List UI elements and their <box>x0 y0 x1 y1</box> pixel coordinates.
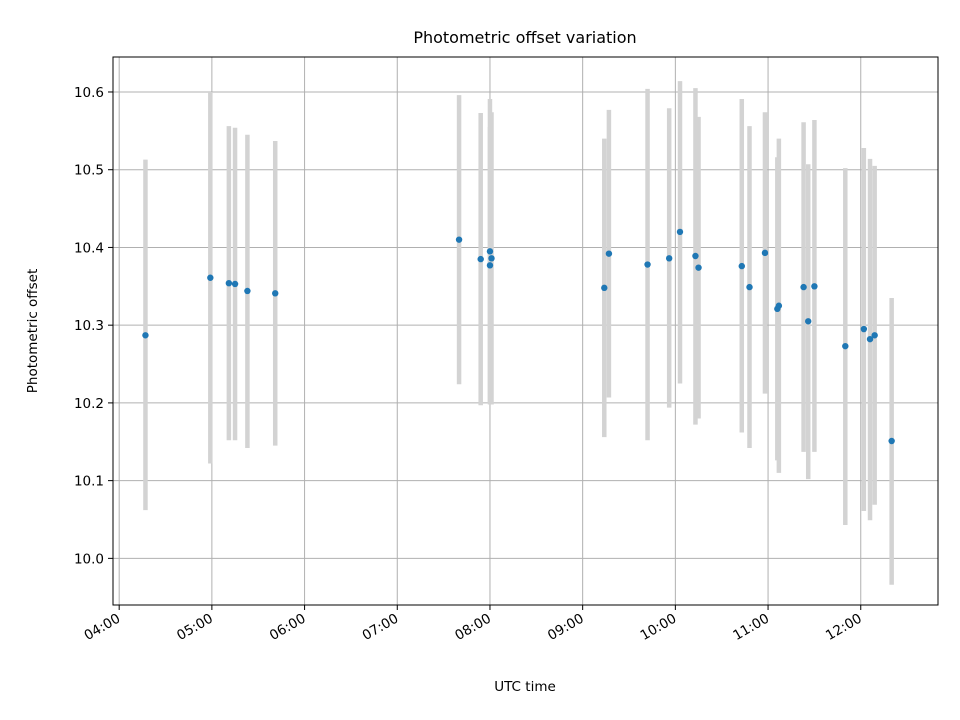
data-point <box>605 250 613 257</box>
x-axis-ticks: 04:00 05:00 06:00 07:00 08:00 09:00 10:00 11:00… <box>81 605 865 644</box>
x-tick-label: 11:00 <box>730 611 772 644</box>
y-axis-label: Photometric offset <box>25 269 41 393</box>
data-point <box>272 290 279 297</box>
data-point <box>692 252 699 260</box>
data-point <box>871 332 878 339</box>
y-tick-label: 10.5 <box>74 163 104 179</box>
y-tick-label: 10.6 <box>74 85 104 101</box>
data-point <box>775 302 783 309</box>
data-point <box>486 248 494 255</box>
data-point <box>225 279 233 287</box>
data-point <box>142 332 149 339</box>
plot-frame <box>112 56 939 606</box>
data-point <box>842 342 849 350</box>
data-point <box>665 255 673 262</box>
y-tick-label: 10.0 <box>74 551 104 567</box>
x-tick-label: 08:00 <box>452 611 494 644</box>
data-points <box>142 228 895 445</box>
x-axis-label: UTC time <box>494 679 556 695</box>
data-point <box>805 318 812 325</box>
y-tick-label: 10.4 <box>74 240 104 256</box>
data-point <box>866 335 874 343</box>
y-tick-label: 10.1 <box>74 474 104 490</box>
error-bars <box>143 81 894 585</box>
y-tick-label: 10.2 <box>74 396 104 412</box>
y-tick-label: 10.3 <box>74 318 104 334</box>
x-tick-label: 05:00 <box>174 611 216 644</box>
data-point <box>486 262 494 269</box>
data-point <box>888 437 895 445</box>
x-tick-label: 09:00 <box>545 611 587 644</box>
data-point <box>811 283 818 290</box>
data-point <box>244 287 251 295</box>
x-tick-label: 06:00 <box>267 611 309 644</box>
data-point <box>746 283 753 291</box>
data-point <box>231 280 239 288</box>
x-tick-label: 10:00 <box>638 611 680 644</box>
chart-title: Photometric offset variation <box>413 28 636 47</box>
x-tick-label: 07:00 <box>360 611 402 644</box>
data-point <box>207 274 214 281</box>
data-point <box>601 284 608 292</box>
data-point <box>800 283 807 291</box>
data-point <box>477 255 484 263</box>
x-tick-label: 12:00 <box>823 611 865 644</box>
data-point <box>695 264 702 271</box>
data-point <box>738 262 745 270</box>
data-point <box>644 261 651 268</box>
x-tick-label: 04:00 <box>81 611 123 644</box>
y-axis-ticks: 10.0 10.1 10.2 10.3 10.4 10.5 10.6 <box>74 85 113 567</box>
data-point <box>676 228 684 236</box>
data-point <box>761 249 769 257</box>
data-point <box>488 255 495 262</box>
data-point <box>860 325 868 333</box>
data-point <box>455 236 463 243</box>
